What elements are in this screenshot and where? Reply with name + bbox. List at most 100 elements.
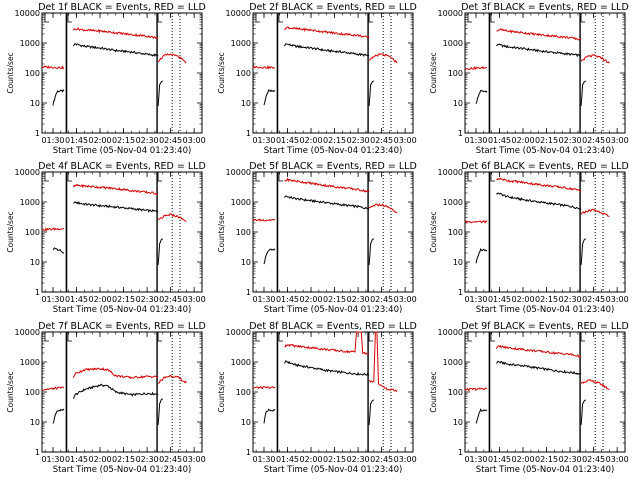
x-tick-label: 02:45	[582, 455, 605, 464]
chart-title: Det 4f BLACK = Events, RED = LLD	[38, 161, 206, 172]
series-line-events	[283, 43, 370, 57]
series-line-lld	[284, 177, 370, 193]
y-tick-label: 10000	[15, 9, 40, 18]
y-axis-label: Counts/sec	[429, 371, 438, 412]
y-tick-label: 1	[246, 448, 251, 457]
y-tick-label: 10	[30, 258, 40, 267]
x-tick-label: 02:00	[300, 136, 323, 145]
x-tick-label: 03:00	[394, 295, 417, 304]
y-tick-label: 1000	[231, 198, 251, 207]
chart-panel-5f: Det 5f BLACK = Events, RED = LLD 1 10 100 10…	[217, 161, 417, 315]
x-tick-label: 01:30	[41, 136, 64, 145]
chart-panel-7f: Det 7f BLACK = Events, RED = LLD 1 10 100 10…	[6, 321, 206, 475]
x-tick-label: 02:30	[347, 455, 370, 464]
series-events	[52, 201, 164, 265]
series-line-events	[475, 248, 488, 264]
chart-title: Det 2f BLACK = Events, RED = LLD	[249, 2, 417, 13]
y-tick-label: 100	[448, 228, 463, 237]
y-tick-label: 10000	[226, 168, 251, 177]
gap-bracket	[67, 332, 72, 342]
gap-bracket	[44, 332, 49, 342]
y-tick-label: 1000	[443, 39, 463, 48]
series-line-events	[72, 383, 159, 399]
gap-bracket	[278, 332, 283, 342]
series-line-events	[496, 360, 582, 376]
x-tick-label: 02:00	[89, 295, 112, 304]
x-tick-label: 02:00	[300, 295, 323, 304]
y-axis-label: Counts/sec	[429, 211, 438, 252]
series-lld	[42, 367, 187, 391]
x-tick-label: 02:00	[89, 455, 112, 464]
x-tick-label: 03:00	[394, 455, 417, 464]
series-lld	[41, 27, 187, 70]
x-tick-label: 02:45	[159, 455, 182, 464]
series-line-events	[263, 248, 276, 265]
gap-bracket	[157, 332, 163, 342]
gap-bracket	[490, 13, 495, 23]
series-lld	[41, 183, 187, 232]
x-tick-label: 01:30	[252, 136, 275, 145]
x-tick-label: 02:15	[112, 295, 135, 304]
gap-bracket	[368, 172, 374, 182]
series-events	[475, 192, 587, 265]
y-axis-label: Counts/sec	[429, 52, 438, 93]
series-line-events	[157, 80, 164, 106]
series-line-events	[52, 408, 65, 424]
gap-bracket	[580, 172, 586, 182]
x-tick-label: 02:45	[370, 455, 393, 464]
x-tick-label: 01:30	[41, 295, 64, 304]
x-tick-label: 01:45	[65, 455, 88, 464]
y-tick-label: 10	[241, 258, 251, 267]
x-tick-label: 02:30	[559, 136, 582, 145]
y-tick-label: 10000	[438, 9, 463, 18]
gap-bracket	[67, 13, 72, 23]
x-tick-label: 02:45	[159, 295, 182, 304]
x-tick-label: 03:00	[183, 455, 206, 464]
x-tick-label: 02:30	[347, 295, 370, 304]
y-tick-label: 100	[25, 388, 40, 397]
series-line-lld	[368, 331, 398, 392]
chart-panel-8f: Det 8f BLACK = Events, RED = LLD 1 10 100 10…	[217, 321, 417, 475]
series-line-lld	[158, 374, 187, 384]
x-tick-label: 03:00	[183, 136, 206, 145]
chart-title: Det 9f BLACK = Events, RED = LLD	[461, 321, 629, 332]
series-line-lld	[72, 183, 159, 196]
y-tick-label: 10000	[15, 168, 40, 177]
gap-bracket	[67, 172, 72, 182]
x-tick-label: 01:45	[65, 295, 88, 304]
x-tick-label: 02:15	[323, 136, 346, 145]
x-tick-label: 01:30	[252, 455, 275, 464]
series-line-lld	[464, 387, 488, 392]
series-events	[475, 43, 587, 106]
chart-title: Det 5f BLACK = Events, RED = LLD	[249, 161, 417, 172]
y-tick-label: 10000	[226, 9, 251, 18]
x-axis-label: Start Time (05-Nov-04 01:23:40)	[476, 465, 615, 475]
series-line-lld	[464, 65, 488, 71]
x-tick-label: 01:30	[464, 455, 487, 464]
series-events	[263, 360, 375, 425]
x-axis-label: Start Time (05-Nov-04 01:23:40)	[476, 146, 615, 156]
series-lld	[252, 177, 398, 222]
series-line-events	[263, 89, 276, 106]
series-lld	[464, 28, 610, 71]
x-tick-label: 01:45	[276, 455, 299, 464]
y-axis-label: Counts/sec	[6, 371, 15, 412]
x-tick-label: 02:30	[136, 455, 159, 464]
series-line-lld	[284, 26, 370, 39]
chart-panel-1f: Det 1f BLACK = Events, RED = LLD 1 10 100 10…	[6, 2, 206, 156]
y-tick-label: 1000	[20, 39, 40, 48]
x-tick-label: 01:45	[488, 136, 511, 145]
series-line-events	[475, 408, 488, 424]
series-line-events	[52, 89, 65, 106]
x-tick-label: 02:15	[535, 455, 558, 464]
y-tick-label: 1	[35, 448, 40, 457]
series-line-lld	[41, 65, 65, 70]
gap-bracket	[255, 13, 260, 23]
gap-bracket	[44, 13, 49, 23]
y-tick-label: 100	[25, 228, 40, 237]
series-line-events	[284, 195, 370, 211]
x-tick-label: 01:45	[65, 136, 88, 145]
series-lld	[252, 26, 398, 70]
y-tick-label: 1000	[443, 198, 463, 207]
